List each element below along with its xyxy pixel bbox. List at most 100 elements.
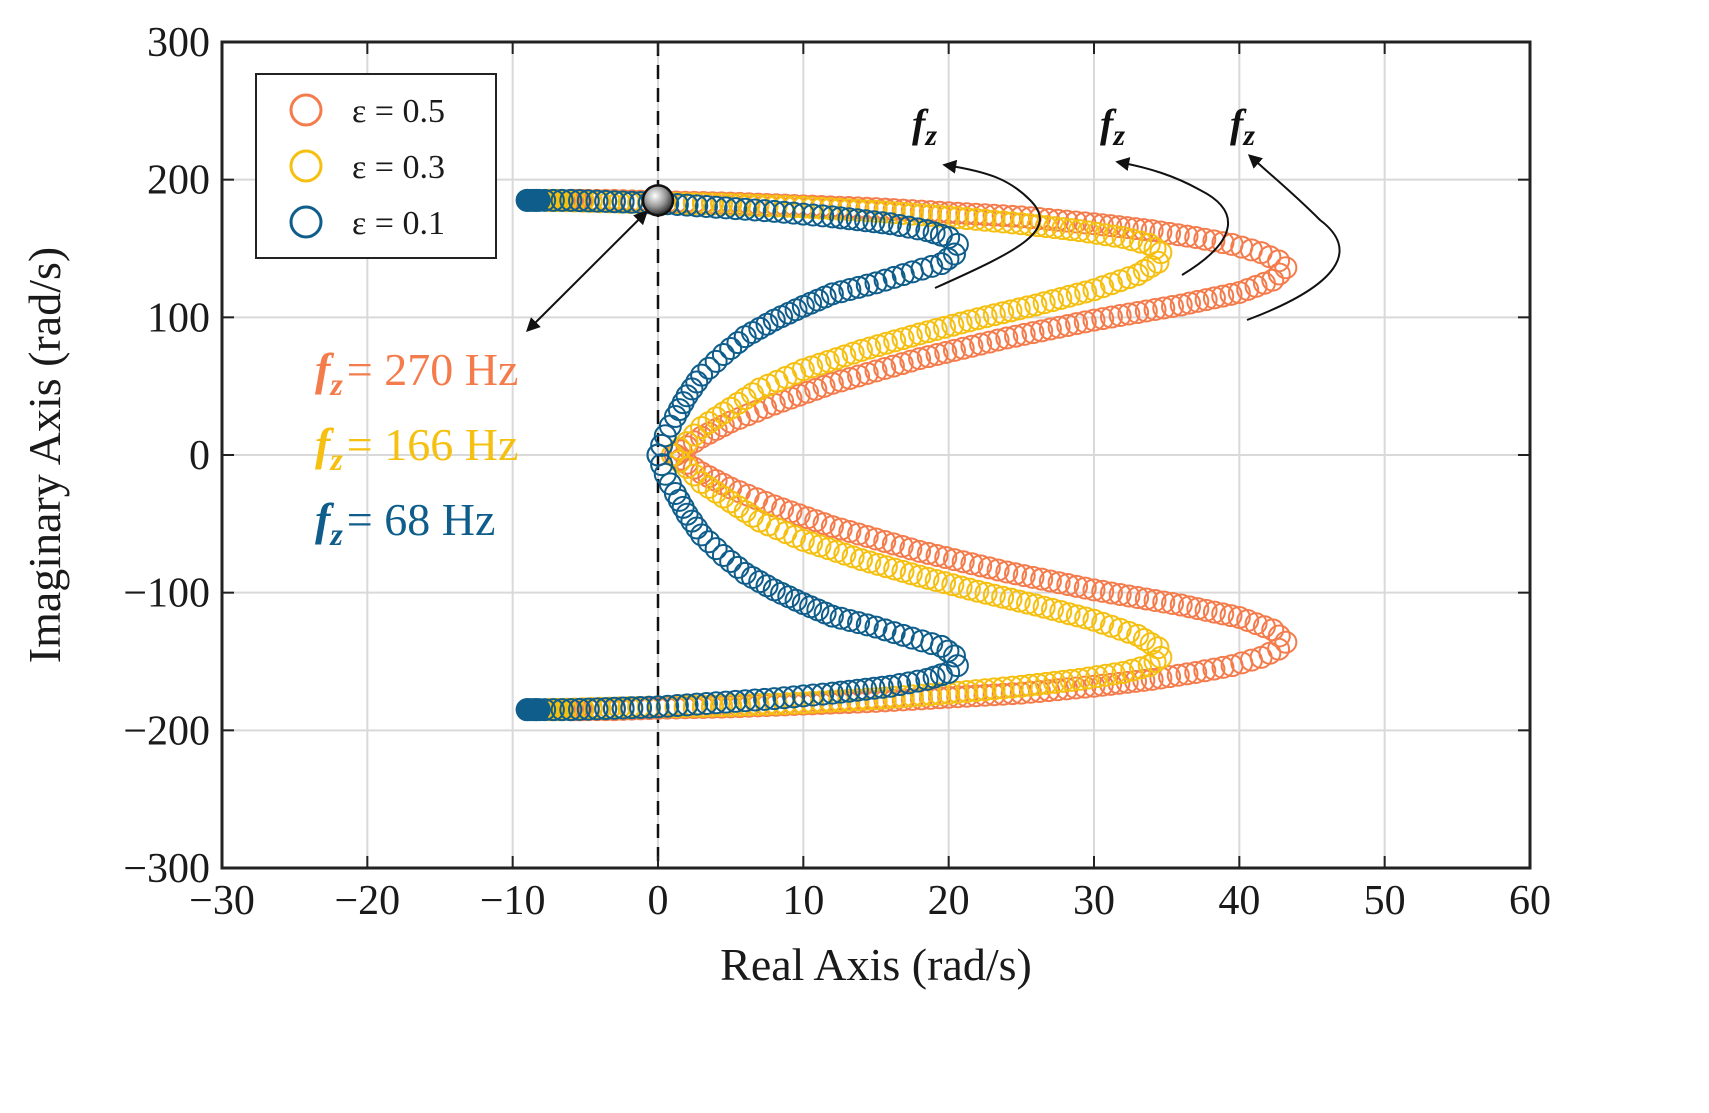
fz-166-label: fz= 166 Hz (315, 419, 518, 477)
data-point (906, 217, 930, 241)
start-point (527, 698, 551, 722)
data-point (675, 455, 699, 479)
data-point (719, 549, 743, 573)
data-point (1202, 600, 1226, 624)
data-point (728, 193, 752, 217)
y-tick-label: −100 (123, 571, 210, 617)
data-point (743, 688, 767, 712)
data-point (550, 698, 574, 722)
data-point (680, 509, 704, 533)
data-point (1202, 657, 1226, 681)
data-point (690, 471, 714, 495)
data-point (1158, 221, 1182, 245)
y-tick-label: 100 (147, 295, 210, 341)
data-point (838, 366, 862, 390)
data-point (1082, 578, 1106, 602)
data-point (855, 362, 879, 386)
data-point (697, 475, 721, 499)
data-point (685, 370, 709, 394)
data-point (866, 334, 890, 358)
data-point (1124, 217, 1148, 241)
data-point (1108, 582, 1132, 606)
data-point (995, 560, 1019, 584)
data-point (1082, 608, 1106, 632)
data-point (733, 197, 757, 221)
data-point (685, 692, 709, 716)
data-point (791, 684, 815, 708)
data-point (728, 693, 752, 717)
data-point (891, 559, 915, 583)
data-point (1091, 307, 1115, 331)
data-point (1074, 280, 1098, 304)
data-point (1102, 224, 1126, 248)
data-point (1018, 673, 1042, 697)
data-point (955, 207, 979, 231)
data-point (919, 203, 942, 227)
data-point (1117, 302, 1141, 326)
data-point (829, 517, 853, 541)
data-point (611, 696, 635, 720)
data-point (594, 697, 618, 721)
data-point (879, 212, 903, 236)
data-point (890, 352, 914, 376)
data-point (1132, 627, 1156, 651)
data-point (858, 550, 882, 574)
data-point (873, 618, 897, 642)
data-point (908, 539, 932, 563)
data-point (838, 608, 862, 632)
data-point (1193, 659, 1217, 683)
data-point (1194, 598, 1218, 622)
data-point (820, 681, 844, 705)
data-point (969, 332, 993, 356)
data-point (680, 377, 704, 401)
data-point (951, 336, 975, 360)
data-point (559, 698, 583, 722)
data-point (704, 537, 728, 561)
x-tick-label: −30 (189, 878, 255, 924)
data-point (1043, 216, 1067, 240)
data-point (1016, 591, 1040, 615)
data-point (899, 562, 923, 586)
data-point (982, 583, 1006, 607)
data-point (991, 676, 1015, 700)
data-point (772, 686, 796, 710)
data-point (1030, 567, 1054, 591)
data-point (925, 343, 949, 367)
data-point (1032, 291, 1056, 315)
data-point (1117, 584, 1141, 608)
data-point (714, 690, 738, 714)
data-point (946, 680, 970, 704)
pointer-arrow (526, 210, 648, 332)
data-point (1004, 562, 1028, 586)
data-point (862, 210, 886, 234)
data-point (602, 696, 626, 720)
data-point (924, 568, 948, 592)
data-point (1000, 675, 1024, 699)
x-tick-label: 50 (1364, 878, 1406, 924)
legend-box (255, 73, 497, 259)
data-point (890, 534, 914, 558)
data-point (986, 328, 1010, 352)
data-point (675, 193, 699, 217)
data-point (991, 301, 1015, 325)
data-point (1065, 282, 1089, 306)
fz-270-label: fz= 270 Hz (315, 344, 518, 402)
data-point (1211, 231, 1235, 255)
data-point (995, 326, 1019, 350)
fz-value: = 68 Hz (347, 494, 496, 545)
data-point (1194, 288, 1218, 312)
data-point (1057, 602, 1081, 626)
data-point (1082, 308, 1106, 332)
data-point (1056, 573, 1080, 597)
data-point (1146, 250, 1170, 274)
data-point (762, 199, 786, 223)
data-point (900, 626, 924, 650)
data-point (973, 208, 997, 232)
data-point (682, 456, 706, 480)
data-point (710, 192, 734, 216)
y-tick-label: −200 (123, 708, 210, 754)
data-point (908, 564, 932, 588)
fz-subscript: z (329, 516, 343, 552)
data-point (682, 423, 706, 447)
data-point (1139, 254, 1163, 278)
